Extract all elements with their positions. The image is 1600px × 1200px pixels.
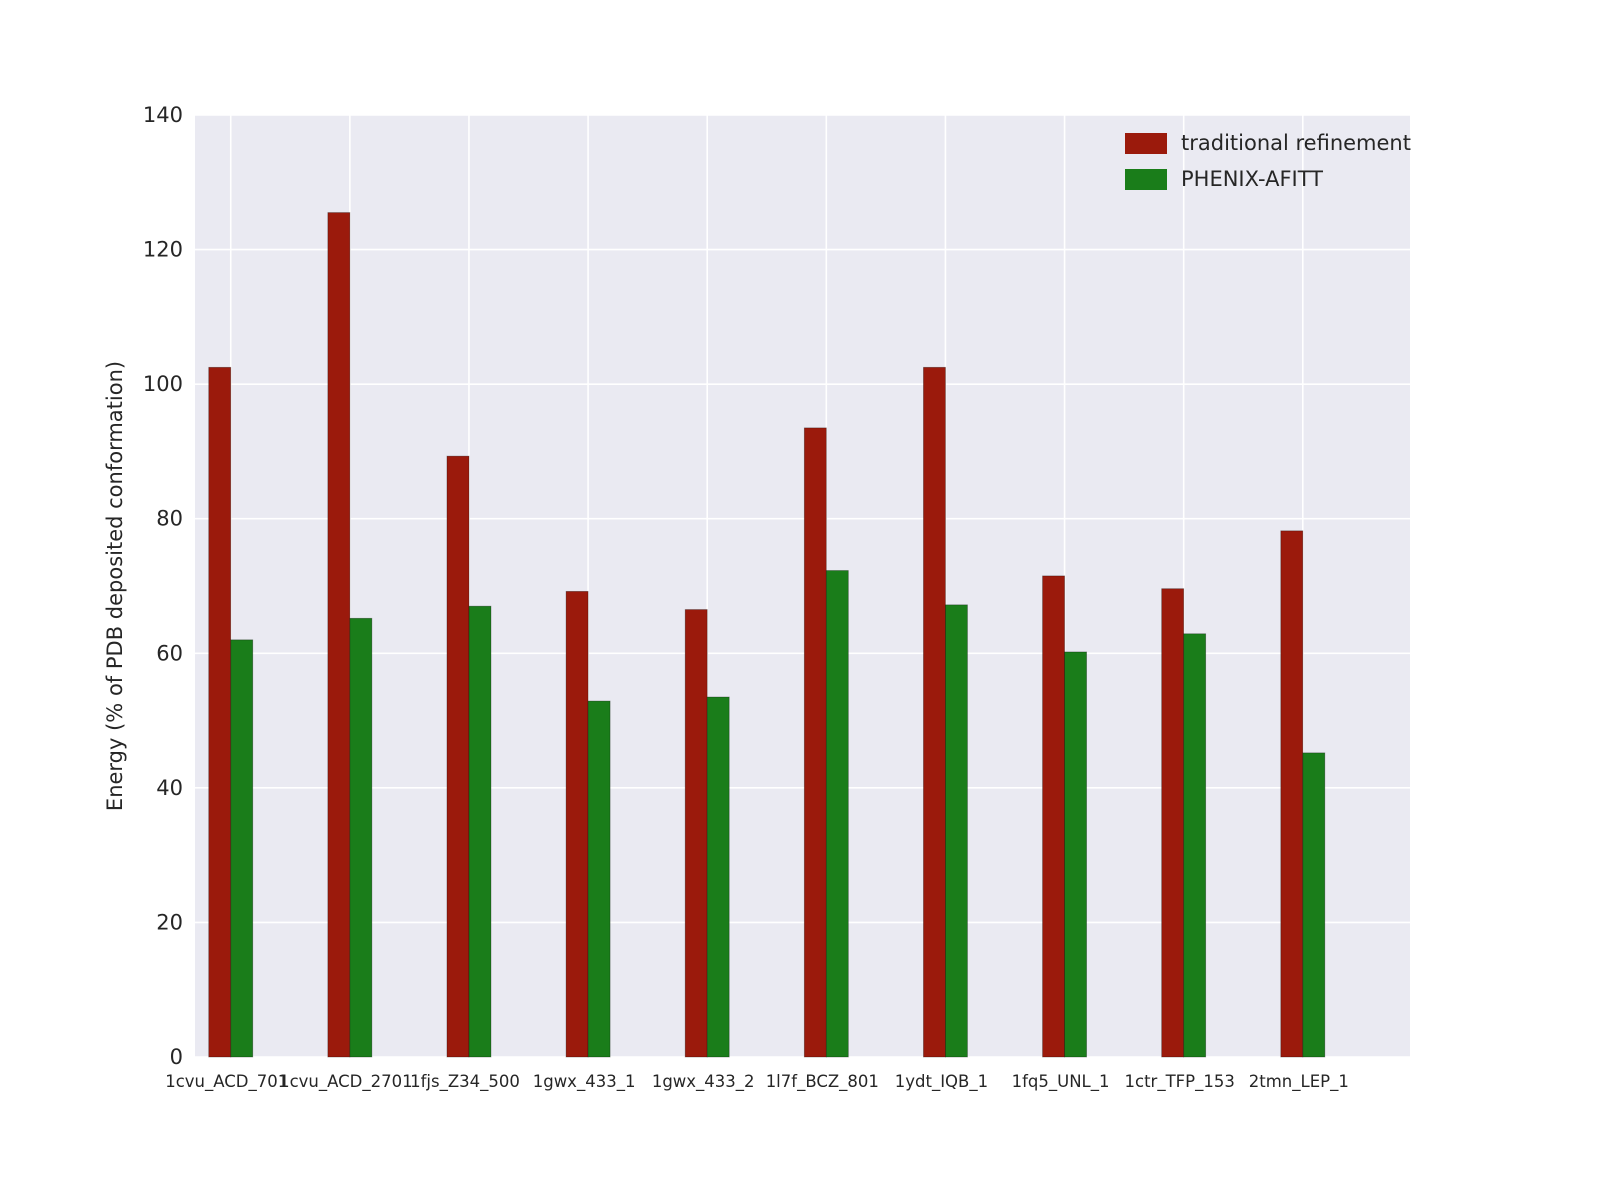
legend-label: traditional refinement — [1181, 131, 1411, 155]
x-tick-label: 1gwx_433_1 — [533, 1072, 636, 1092]
y-tick-label: 140 — [143, 103, 183, 127]
bar-traditional-refinement — [446, 455, 470, 1058]
bar-traditional-refinement — [923, 366, 946, 1058]
x-tick-label: 1ydt_IQB_1 — [895, 1072, 988, 1092]
bar-phenix-afitt — [945, 604, 968, 1058]
x-tick-label: 1l7f_BCZ_801 — [766, 1072, 879, 1092]
y-tick-label: 80 — [156, 507, 183, 531]
y-tick-label: 100 — [143, 372, 183, 396]
bar-phenix-afitt — [825, 570, 849, 1058]
x-tick-label: 1cvu_ACD_2701 — [279, 1072, 413, 1092]
bar-traditional-refinement — [1161, 588, 1185, 1058]
plot-background — [195, 115, 1410, 1057]
bar-traditional-refinement — [565, 590, 589, 1058]
x-tick-label: 1ctr_TFP_153 — [1125, 1072, 1235, 1092]
bar-traditional-refinement — [208, 366, 232, 1058]
bar-traditional-refinement — [803, 427, 827, 1058]
bar-phenix-afitt — [706, 696, 730, 1058]
legend-item-traditional: traditional refinement — [1125, 131, 1411, 155]
bar-phenix-afitt — [349, 617, 373, 1058]
bar-phenix-afitt — [468, 605, 492, 1058]
bar-phenix-afitt — [587, 700, 611, 1058]
legend-swatch-green — [1125, 168, 1167, 190]
y-tick-label: 60 — [156, 641, 183, 665]
bar-phenix-afitt — [1302, 752, 1326, 1058]
bar-phenix-afitt — [230, 639, 254, 1058]
x-tick-label: 1fjs_Z34_500 — [410, 1072, 520, 1092]
bar-phenix-afitt — [1064, 651, 1087, 1058]
y-tick-label: 20 — [156, 910, 183, 934]
bar-traditional-refinement — [327, 212, 351, 1058]
y-tick-label: 0 — [170, 1045, 183, 1069]
bar-traditional-refinement — [1042, 575, 1065, 1058]
y-tick-label: 40 — [156, 776, 183, 800]
x-tick-label: 1gwx_433_2 — [652, 1072, 755, 1092]
bar-traditional-refinement — [684, 609, 708, 1058]
bar-phenix-afitt — [1183, 633, 1207, 1058]
chart-legend: traditional refinement PHENIX-AFITT — [1125, 131, 1411, 191]
bar-traditional-refinement — [1280, 530, 1304, 1058]
legend-swatch-red — [1125, 132, 1167, 154]
x-tick-label: 1fq5_UNL_1 — [1012, 1072, 1110, 1092]
y-tick-label: 120 — [143, 238, 183, 262]
x-tick-label: 1cvu_ACD_701 — [165, 1072, 288, 1092]
legend-label: PHENIX-AFITT — [1181, 167, 1324, 191]
legend-item-phenix: PHENIX-AFITT — [1125, 167, 1411, 191]
x-tick-label: 2tmn_LEP_1 — [1249, 1072, 1349, 1092]
